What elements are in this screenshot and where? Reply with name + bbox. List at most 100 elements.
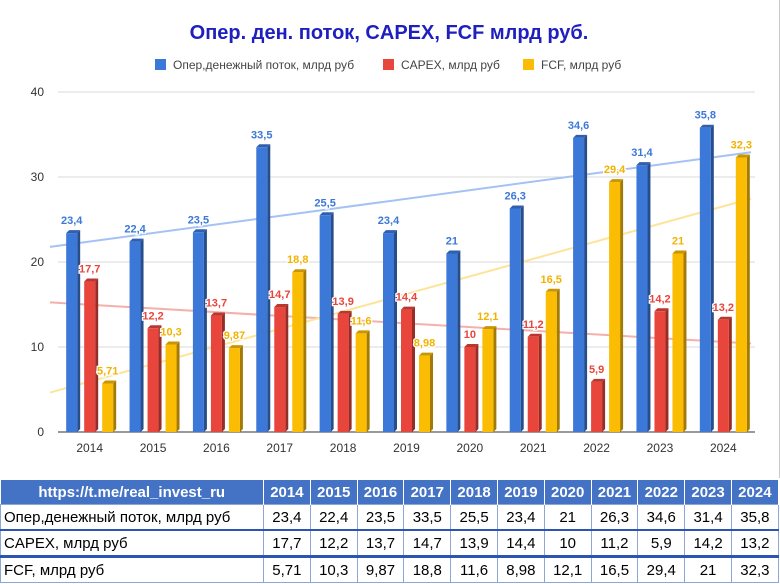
table-row: CAPEX, млрд руб 17,7 12,2 13,7 14,7 13,9 14,4 1… bbox=[0, 529, 779, 557]
bar-side bbox=[647, 162, 651, 432]
bar-side bbox=[556, 288, 560, 432]
data-label: 13,9 bbox=[332, 296, 353, 308]
x-tick-label: 2021 bbox=[520, 441, 547, 455]
bar-top bbox=[735, 154, 750, 158]
y-tick-label: 0 bbox=[37, 425, 44, 439]
bar bbox=[355, 333, 367, 432]
table-cell: 25,5 bbox=[450, 504, 498, 531]
x-tick-label: 2023 bbox=[647, 441, 674, 455]
bar-side bbox=[520, 205, 524, 432]
bar-side bbox=[584, 134, 588, 432]
x-tick-label: 2015 bbox=[140, 441, 167, 455]
bar-top bbox=[129, 238, 144, 242]
y-tick-label: 20 bbox=[31, 255, 45, 269]
bar bbox=[337, 313, 349, 432]
bar bbox=[274, 307, 286, 432]
table-row-label: CAPEX, млрд руб bbox=[0, 529, 264, 557]
data-label: 5,9 bbox=[589, 364, 604, 376]
table-row: FCF, млрд руб 5,71 10,3 9,87 18,8 11,6 8,98 12,… bbox=[0, 555, 779, 583]
bar-side bbox=[683, 250, 687, 432]
x-tick-label: 2019 bbox=[393, 441, 420, 455]
bar-top bbox=[165, 341, 180, 345]
bar-side bbox=[475, 344, 479, 432]
table-header-year: 2014 bbox=[263, 480, 311, 505]
bar-side bbox=[285, 304, 289, 432]
bar bbox=[509, 208, 521, 432]
table-cell: 34,6 bbox=[637, 504, 686, 531]
bar-side bbox=[267, 144, 271, 432]
bar-side bbox=[77, 230, 81, 432]
bar bbox=[654, 311, 666, 432]
data-label: 11,6 bbox=[351, 315, 372, 327]
bar bbox=[672, 253, 684, 432]
legend-swatch bbox=[383, 59, 394, 70]
bar bbox=[717, 319, 729, 432]
bar-side bbox=[95, 278, 99, 432]
table-row-label: FCF, млрд руб bbox=[0, 555, 264, 583]
data-label: 14,2 bbox=[649, 293, 670, 305]
bar-top bbox=[717, 316, 732, 320]
data-label: 5,71 bbox=[97, 365, 118, 377]
bar bbox=[573, 137, 585, 432]
legend-swatch bbox=[523, 59, 534, 70]
chart-title: Опер. ден. поток, CAPEX, FCF млрд руб. bbox=[190, 22, 589, 44]
legend-swatch bbox=[155, 59, 166, 70]
bar-side bbox=[412, 306, 415, 432]
table-cell: 23,5 bbox=[356, 504, 405, 531]
table-cell: 9,87 bbox=[356, 555, 405, 583]
bar-top bbox=[672, 250, 687, 254]
bar-top bbox=[66, 230, 81, 234]
table-cell: 31,4 bbox=[684, 504, 732, 531]
x-tick-label: 2016 bbox=[203, 441, 230, 455]
bar-top bbox=[401, 306, 415, 310]
chart-area: Опер. ден. поток, CAPEX, FCF млрд руб. Оп… bbox=[31, 0, 780, 478]
bar-top bbox=[464, 344, 479, 347]
table-cell: 23,4 bbox=[263, 504, 311, 531]
table-header-year: 2018 bbox=[450, 480, 498, 505]
legend-label: FCF, млрд руб bbox=[541, 58, 621, 72]
table-header-year: 2019 bbox=[497, 480, 545, 505]
x-tick-label: 2014 bbox=[76, 441, 103, 455]
data-label: 25,5 bbox=[314, 197, 335, 209]
table-header-year: 2020 bbox=[544, 480, 592, 505]
bar bbox=[383, 233, 394, 432]
bar-side bbox=[538, 333, 542, 432]
bar bbox=[165, 344, 177, 432]
bar bbox=[192, 232, 204, 432]
bar bbox=[256, 147, 268, 432]
bar-side bbox=[493, 326, 497, 432]
bar-side bbox=[330, 212, 334, 432]
data-label: 31,4 bbox=[631, 147, 653, 159]
bar-top bbox=[419, 352, 433, 356]
table-header-year: 2023 bbox=[684, 480, 732, 505]
bar-top bbox=[545, 288, 560, 292]
bar bbox=[319, 215, 331, 432]
bar-top bbox=[102, 380, 117, 384]
bar-top bbox=[573, 134, 588, 138]
table-cell: 14,4 bbox=[496, 529, 545, 557]
bar bbox=[401, 309, 412, 432]
table-cell: 11,2 bbox=[590, 529, 639, 557]
bar-top bbox=[609, 179, 624, 183]
data-label: 16,5 bbox=[541, 274, 562, 286]
bar-top bbox=[482, 326, 497, 330]
data-label: 8,98 bbox=[414, 338, 435, 350]
bar-top bbox=[636, 162, 651, 166]
data-label: 13,7 bbox=[206, 298, 227, 310]
bar bbox=[446, 253, 458, 432]
table-cell: 33,5 bbox=[403, 504, 452, 531]
bar-top bbox=[210, 312, 225, 316]
data-label: 17,7 bbox=[79, 264, 100, 276]
bar bbox=[699, 127, 711, 432]
bar-top bbox=[654, 308, 669, 312]
data-label: 34,6 bbox=[568, 120, 589, 132]
bar-top bbox=[228, 345, 243, 349]
bar-top bbox=[527, 333, 542, 337]
bar-side bbox=[140, 238, 144, 432]
legend-label: CAPEX, млрд руб bbox=[401, 58, 500, 72]
bar-side bbox=[710, 124, 714, 432]
data-label: 9,87 bbox=[224, 330, 245, 342]
data-label: 21 bbox=[446, 236, 458, 248]
data-label: 14,7 bbox=[269, 289, 290, 301]
table-cell: 22,4 bbox=[309, 504, 358, 531]
